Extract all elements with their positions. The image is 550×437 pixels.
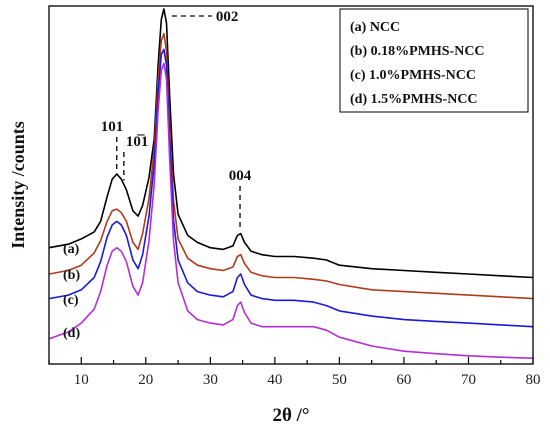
x-axis-ticks: 10 20 30 40 50 60 70 80 bbox=[48, 357, 541, 388]
y-axis-title: Intensity /counts bbox=[8, 121, 28, 249]
series-line-d bbox=[48, 62, 534, 359]
peak-label-10-1: 10̅1 bbox=[126, 134, 149, 150]
x-tick-label: 30 bbox=[203, 372, 218, 388]
curve-tag-b: (b) bbox=[63, 268, 80, 283]
series-curves bbox=[48, 8, 534, 359]
x-tick-label: 60 bbox=[396, 372, 411, 388]
legend: (a) NCC (b) 0.18%PMHS-NCC (c) 1.0%PMHS-N… bbox=[339, 8, 529, 113]
plot-frame bbox=[48, 5, 534, 365]
legend-entry-a: (a) NCC bbox=[350, 20, 400, 35]
peak-label-002: 002 bbox=[216, 9, 239, 25]
legend-box bbox=[339, 8, 529, 113]
curve-tag-d: (d) bbox=[63, 326, 80, 341]
x-tick-label: 40 bbox=[267, 372, 282, 388]
x-tick-label: 10 bbox=[74, 372, 89, 388]
x-tick-label: 70 bbox=[461, 372, 476, 388]
series-line-a bbox=[48, 8, 534, 279]
curve-tag-c: (c) bbox=[63, 293, 79, 308]
peak-label-101: 101 bbox=[101, 119, 124, 135]
legend-entry-d: (d) 1.5%PMHS-NCC bbox=[350, 92, 478, 107]
legend-entry-b: (b) 0.18%PMHS-NCC bbox=[350, 44, 485, 59]
x-axis-title: 2θ /° bbox=[272, 405, 309, 426]
peak-label-004: 004 bbox=[229, 168, 252, 184]
series-line-c bbox=[48, 48, 534, 328]
curve-tags: (a) (b) (c) (d) bbox=[63, 242, 80, 341]
x-tick-label: 50 bbox=[332, 372, 347, 388]
x-tick-label: 80 bbox=[526, 372, 541, 388]
curve-tag-a: (a) bbox=[63, 242, 80, 257]
legend-entry-c: (c) 1.0%PMHS-NCC bbox=[350, 68, 476, 83]
x-tick-label: 20 bbox=[138, 372, 153, 388]
series-line-b bbox=[48, 32, 534, 300]
